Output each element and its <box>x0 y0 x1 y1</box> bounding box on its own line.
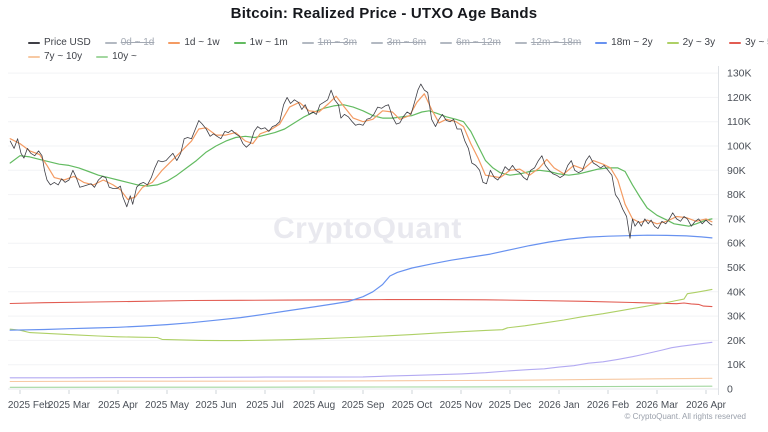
legend-item-3y-5y[interactable]: 3y ~ 5y <box>729 37 768 48</box>
x-axis-tick-label: 2026 Jan <box>538 400 579 411</box>
legend-marker-3y-5y <box>729 41 742 44</box>
series-line-5y-7y <box>9 341 713 379</box>
x-axis-tick-label: 2025 Aug <box>293 400 335 411</box>
legend-row-2: 7y ~ 10y 10y ~ <box>28 51 743 62</box>
legend-item-1d-1w[interactable]: 1d ~ 1w <box>168 37 220 48</box>
legend-item-2y-3y[interactable]: 2y ~ 3y <box>666 37 716 48</box>
legend-label: 7y ~ 10y <box>44 51 83 62</box>
legend-marker-7y-10y <box>28 55 40 58</box>
legend-label: 10y ~ <box>112 51 137 62</box>
legend-marker-price-usd <box>28 41 40 44</box>
y-axis-tick-label: 30K <box>727 311 746 323</box>
series-line-2y-3y <box>9 288 713 342</box>
y-axis-tick-label: 100K <box>727 141 752 153</box>
legend-marker-1d-1w <box>168 41 181 44</box>
x-axis-tick-label: 2025 Apr <box>98 400 139 411</box>
chart-title: Bitcoin: Realized Price - UTXO Age Bands <box>230 5 538 22</box>
series-line-10y <box>9 385 713 388</box>
legend-item-1m-3m[interactable]: 1m ~ 3m <box>301 37 357 48</box>
x-axis-tick-label: 2025 Jul <box>246 400 284 411</box>
legend-marker-1w-1m <box>233 41 246 44</box>
legend-marker-18m-2y <box>595 41 608 44</box>
x-axis-tick-label: 2025 Mar <box>48 400 91 411</box>
legend-item-12m-18m[interactable]: 12m ~ 18m <box>514 37 582 48</box>
legend-marker-2y-3y <box>666 41 679 44</box>
legend-label: 6m ~ 12m <box>456 37 501 48</box>
x-axis-tick-label: 2025 Sep <box>342 400 385 411</box>
legend: Price USD 0d ~ 1d 1d ~ 1w 1w ~ 1m 1m ~ 3m 3m … <box>28 37 768 65</box>
legend-marker-1m-3m <box>301 41 314 44</box>
legend-item-1w-1m[interactable]: 1w ~ 1m <box>233 37 288 48</box>
legend-marker-0d-1d <box>104 41 117 44</box>
y-axis-tick-label: 50K <box>727 262 746 274</box>
copyright-note: © CryptoQuant. All rights reserved <box>624 412 747 421</box>
y-axis-tick-label: 0 <box>727 384 733 396</box>
legend-item-3m-6m[interactable]: 3m ~ 6m <box>370 37 427 48</box>
legend-marker-12m-18m <box>514 41 527 44</box>
y-axis-tick-label: 10K <box>727 359 746 371</box>
cryptoquant-watermark: CryptoQuant <box>273 212 462 245</box>
legend-label: Price USD <box>44 37 91 48</box>
series-line-7y-10y <box>9 377 713 383</box>
y-axis-tick-label: 70K <box>727 213 746 225</box>
x-axis-tick-label: 2025 Nov <box>440 400 483 411</box>
legend-label: 0d ~ 1d <box>120 37 155 48</box>
y-axis-tick-label: 60K <box>727 238 746 250</box>
legend-label: 1m ~ 3m <box>317 37 357 48</box>
x-axis-tick-label: 2025 Oct <box>392 400 433 411</box>
legend-label: 1d ~ 1w <box>184 37 220 48</box>
y-axis-tick-label: 20K <box>727 335 746 347</box>
x-axis-tick-label: 2025 Jun <box>195 400 236 411</box>
series-line-18m-2y <box>9 234 713 331</box>
y-axis-tick-label: 90K <box>727 165 746 177</box>
legend-label: 3y ~ 5y <box>745 37 768 48</box>
legend-label: 2y ~ 3y <box>682 37 716 48</box>
legend-label: 18m ~ 2y <box>611 37 653 48</box>
legend-label: 12m ~ 18m <box>530 37 582 48</box>
legend-row-1: Price USD 0d ~ 1d 1d ~ 1w 1w ~ 1m 1m ~ 3m 3m … <box>28 37 768 48</box>
legend-label: 3m ~ 6m <box>386 37 427 48</box>
legend-item-0d-1d[interactable]: 0d ~ 1d <box>104 37 155 48</box>
legend-marker-10y <box>96 55 109 58</box>
series-line-price-usd <box>9 83 713 239</box>
x-axis-tick-label: 2026 Apr <box>686 400 727 411</box>
y-axis-tick-label: 110K <box>727 116 751 128</box>
y-axis-tick-label: 130K <box>727 68 752 80</box>
legend-item-price-usd[interactable]: Price USD <box>28 37 91 48</box>
series-line-1d-1w <box>9 93 713 225</box>
x-axis-tick-label: 2025 Feb <box>8 400 51 411</box>
x-axis-tick-label: 2025 May <box>145 400 189 411</box>
y-axis-tick-label: 120K <box>727 92 752 104</box>
legend-marker-6m-12m <box>440 41 453 44</box>
y-axis-tick-label: 80K <box>727 189 746 201</box>
x-axis-tick-label: 2026 Mar <box>636 400 679 411</box>
legend-marker-3m-6m <box>370 41 383 44</box>
legend-item-18m-2y[interactable]: 18m ~ 2y <box>595 37 653 48</box>
legend-item-10y[interactable]: 10y ~ <box>96 51 137 62</box>
x-axis-tick-label: 2025 Dec <box>489 400 532 411</box>
series-line-3y-5y <box>9 299 713 308</box>
y-axis-tick-label: 40K <box>727 286 746 298</box>
legend-label: 1w ~ 1m <box>249 37 288 48</box>
legend-item-6m-12m[interactable]: 6m ~ 12m <box>440 37 501 48</box>
legend-item-7y-10y[interactable]: 7y ~ 10y <box>28 51 82 62</box>
x-axis-tick-label: 2026 Feb <box>587 400 630 411</box>
series-line-1w-1m <box>9 104 713 227</box>
